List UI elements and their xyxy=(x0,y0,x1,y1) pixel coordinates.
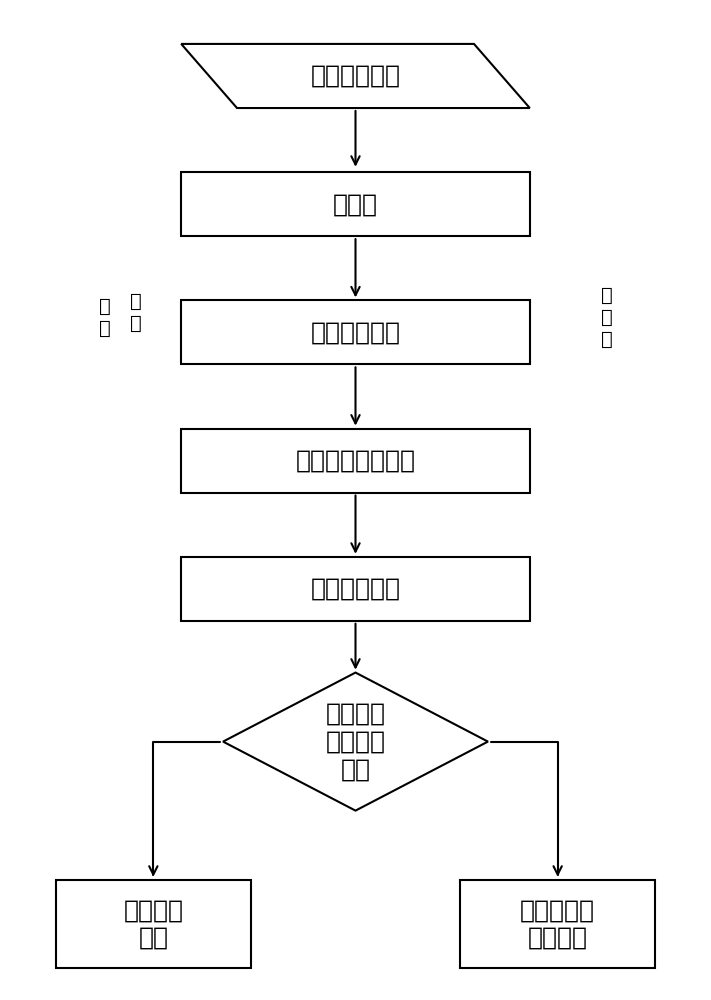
FancyBboxPatch shape xyxy=(460,880,656,968)
FancyBboxPatch shape xyxy=(181,300,530,364)
Polygon shape xyxy=(181,44,530,108)
FancyBboxPatch shape xyxy=(55,880,251,968)
Text: 预处理: 预处理 xyxy=(333,192,378,216)
FancyBboxPatch shape xyxy=(181,429,530,493)
Text: 数据增强处理: 数据增强处理 xyxy=(311,320,400,344)
Text: 评估结果
是否需要
优化: 评估结果 是否需要 优化 xyxy=(326,702,385,781)
FancyBboxPatch shape xyxy=(181,172,530,236)
Text: 不
满
足: 不 满 足 xyxy=(601,286,612,349)
Polygon shape xyxy=(223,673,488,811)
Text: 模型性能评估: 模型性能评估 xyxy=(311,577,400,601)
FancyBboxPatch shape xyxy=(181,557,530,621)
Text: 参数调整，
继续训练: 参数调整， 继续训练 xyxy=(520,898,595,950)
Text: 原始图像数据: 原始图像数据 xyxy=(311,64,400,88)
Text: 满
足: 满 足 xyxy=(130,292,141,333)
Text: 开展推理
操作: 开展推理 操作 xyxy=(123,898,183,950)
Text: 满
足: 满 足 xyxy=(99,297,110,338)
Text: 缺陷检测模型训练: 缺陷检测模型训练 xyxy=(296,449,415,473)
